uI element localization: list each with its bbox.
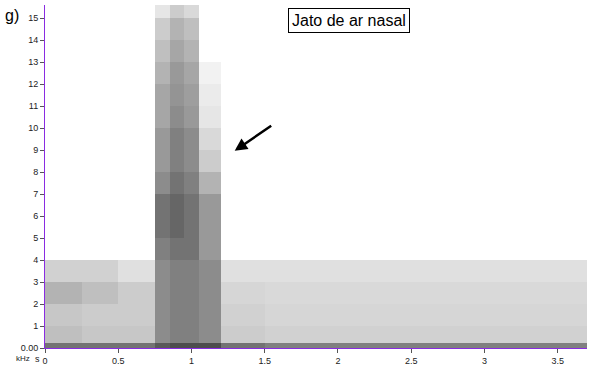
svg-text:1: 1	[189, 356, 194, 366]
svg-text:1: 1	[33, 321, 38, 331]
svg-text:9: 9	[33, 145, 38, 155]
svg-text:6: 6	[33, 211, 38, 221]
svg-text:3: 3	[33, 277, 38, 287]
svg-text:g): g)	[5, 7, 19, 24]
svg-text:12: 12	[28, 79, 38, 89]
svg-text:Jato de ar nasal: Jato de ar nasal	[292, 12, 406, 29]
svg-text:13: 13	[28, 57, 38, 67]
svg-text:3.5: 3.5	[551, 356, 564, 366]
svg-text:s: s	[35, 354, 40, 364]
svg-text:11: 11	[29, 101, 38, 111]
svg-text:2: 2	[335, 356, 340, 366]
svg-text:2.5: 2.5	[405, 356, 418, 366]
svg-text:8: 8	[33, 167, 38, 177]
svg-text:kHz: kHz	[16, 354, 30, 363]
svg-text:4: 4	[33, 255, 38, 265]
svg-text:5: 5	[33, 233, 38, 243]
svg-text:0: 0	[42, 356, 47, 366]
svg-text:3: 3	[482, 356, 487, 366]
svg-text:0.5: 0.5	[112, 356, 125, 366]
svg-text:15: 15	[28, 13, 38, 23]
svg-text:10: 10	[28, 123, 38, 133]
svg-text:1.5: 1.5	[258, 356, 271, 366]
svg-text:7: 7	[33, 189, 38, 199]
svg-text:0.00: 0.00	[21, 343, 39, 353]
svg-text:14: 14	[28, 35, 38, 45]
svg-text:2: 2	[33, 299, 38, 309]
